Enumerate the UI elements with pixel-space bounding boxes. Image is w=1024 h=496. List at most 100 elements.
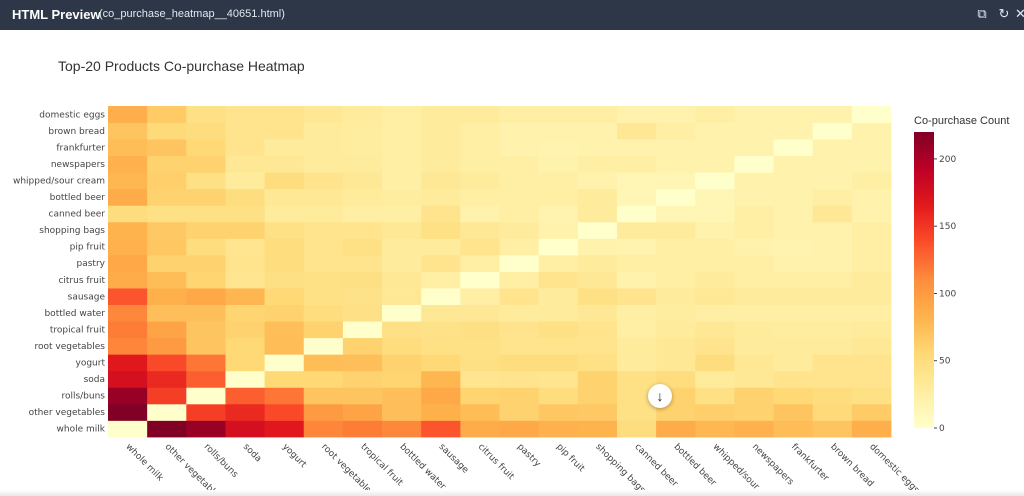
heatmap-cell[interactable]	[656, 205, 696, 223]
heatmap-cell[interactable]	[851, 155, 892, 173]
heatmap-cell[interactable]	[734, 420, 774, 438]
heatmap-cell[interactable]	[303, 271, 344, 289]
heatmap-cell[interactable]	[225, 403, 265, 421]
heatmap-cell[interactable]	[538, 403, 579, 421]
heatmap-cell[interactable]	[538, 139, 579, 157]
heatmap-cell[interactable]	[382, 304, 422, 322]
heatmap-cell[interactable]	[499, 304, 540, 322]
heatmap-cell[interactable]	[108, 370, 148, 388]
heatmap-cell[interactable]	[421, 172, 461, 190]
heatmap-cell[interactable]	[812, 139, 853, 157]
heatmap-cell[interactable]	[303, 288, 344, 305]
heatmap-cell[interactable]	[616, 370, 657, 388]
heatmap-cell[interactable]	[421, 155, 461, 173]
heatmap-cell[interactable]	[225, 122, 265, 140]
heatmap-cell[interactable]	[421, 354, 461, 372]
heatmap-cell[interactable]	[186, 254, 226, 272]
heatmap-cell[interactable]	[538, 238, 579, 256]
heatmap-cell[interactable]	[499, 354, 540, 372]
heatmap-cell[interactable]	[186, 188, 226, 206]
heatmap-cell[interactable]	[303, 106, 344, 123]
heatmap-cell[interactable]	[147, 172, 187, 190]
heatmap-cell[interactable]	[303, 172, 344, 190]
heatmap-cell[interactable]	[773, 420, 814, 438]
heatmap-cell[interactable]	[186, 354, 226, 372]
heatmap-cell[interactable]	[108, 172, 148, 190]
heatmap-cell[interactable]	[695, 254, 735, 272]
heatmap-cell[interactable]	[616, 106, 657, 123]
heatmap-cell[interactable]	[695, 271, 735, 289]
heatmap-cell[interactable]	[656, 370, 696, 388]
heatmap-cell[interactable]	[147, 139, 187, 157]
heatmap-cell[interactable]	[303, 155, 344, 173]
heatmap-cell[interactable]	[460, 403, 500, 421]
heatmap-cell[interactable]	[577, 221, 618, 239]
heatmap-cell[interactable]	[851, 387, 892, 405]
heatmap-cell[interactable]	[812, 321, 853, 339]
heatmap-cell[interactable]	[812, 271, 853, 289]
heatmap-cell[interactable]	[577, 337, 618, 355]
heatmap-cell[interactable]	[773, 370, 814, 388]
heatmap-cell[interactable]	[382, 370, 422, 388]
heatmap-cell[interactable]	[303, 370, 344, 388]
heatmap-cell[interactable]	[186, 420, 226, 438]
heatmap-cell[interactable]	[695, 403, 735, 421]
heatmap-cell[interactable]	[773, 354, 814, 372]
heatmap-cell[interactable]	[225, 354, 265, 372]
heatmap-cell[interactable]	[616, 139, 657, 157]
heatmap-cell[interactable]	[577, 254, 618, 272]
heatmap-cell[interactable]	[499, 403, 540, 421]
heatmap-cell[interactable]	[186, 304, 226, 322]
heatmap-cell[interactable]	[538, 122, 579, 140]
heatmap-cell[interactable]	[499, 321, 540, 339]
heatmap-cell[interactable]	[460, 205, 500, 223]
heatmap-cell[interactable]	[812, 354, 853, 372]
heatmap-cell[interactable]	[773, 106, 814, 123]
heatmap-cell[interactable]	[734, 139, 774, 157]
heatmap-cell[interactable]	[225, 271, 265, 289]
heatmap-cell[interactable]	[734, 155, 774, 173]
heatmap-cell[interactable]	[851, 304, 892, 322]
heatmap-cell[interactable]	[656, 304, 696, 322]
heatmap-cell[interactable]	[773, 387, 814, 405]
heatmap-cell[interactable]	[147, 254, 187, 272]
heatmap-cell[interactable]	[460, 420, 500, 438]
heatmap-cell[interactable]	[656, 139, 696, 157]
copy-icon[interactable]: ⧉	[977, 6, 987, 21]
heatmap-cell[interactable]	[538, 155, 579, 173]
heatmap-cell[interactable]	[812, 420, 853, 438]
heatmap-cell[interactable]	[695, 288, 735, 305]
heatmap-cell[interactable]	[264, 172, 305, 190]
heatmap-cell[interactable]	[616, 221, 657, 239]
heatmap-cell[interactable]	[734, 122, 774, 140]
heatmap-cell[interactable]	[577, 139, 618, 157]
heatmap-cell[interactable]	[382, 106, 422, 123]
heatmap-cell[interactable]	[538, 387, 579, 405]
heatmap-cell[interactable]	[577, 238, 618, 256]
heatmap-cell[interactable]	[108, 155, 148, 173]
heatmap-cell[interactable]	[225, 370, 265, 388]
heatmap-cell[interactable]	[616, 155, 657, 173]
heatmap-cell[interactable]	[773, 304, 814, 322]
heatmap-cell[interactable]	[577, 321, 618, 339]
heatmap-cell[interactable]	[421, 139, 461, 157]
heatmap-cell[interactable]	[851, 337, 892, 355]
heatmap-cell[interactable]	[695, 238, 735, 256]
heatmap-cell[interactable]	[382, 354, 422, 372]
heatmap-cell[interactable]	[342, 337, 383, 355]
heatmap-cell[interactable]	[147, 155, 187, 173]
heatmap-cell[interactable]	[421, 321, 461, 339]
heatmap-cell[interactable]	[108, 288, 148, 305]
heatmap-cell[interactable]	[616, 254, 657, 272]
heatmap-cell[interactable]	[421, 288, 461, 305]
heatmap-cell[interactable]	[499, 238, 540, 256]
heatmap-cell[interactable]	[773, 172, 814, 190]
heatmap-cell[interactable]	[616, 205, 657, 223]
heatmap-cell[interactable]	[538, 337, 579, 355]
heatmap-cell[interactable]	[303, 238, 344, 256]
heatmap-cell[interactable]	[108, 420, 148, 438]
heatmap-cell[interactable]	[734, 106, 774, 123]
heatmap-cell[interactable]	[108, 271, 148, 289]
heatmap-cell[interactable]	[421, 370, 461, 388]
heatmap-cell[interactable]	[734, 188, 774, 206]
